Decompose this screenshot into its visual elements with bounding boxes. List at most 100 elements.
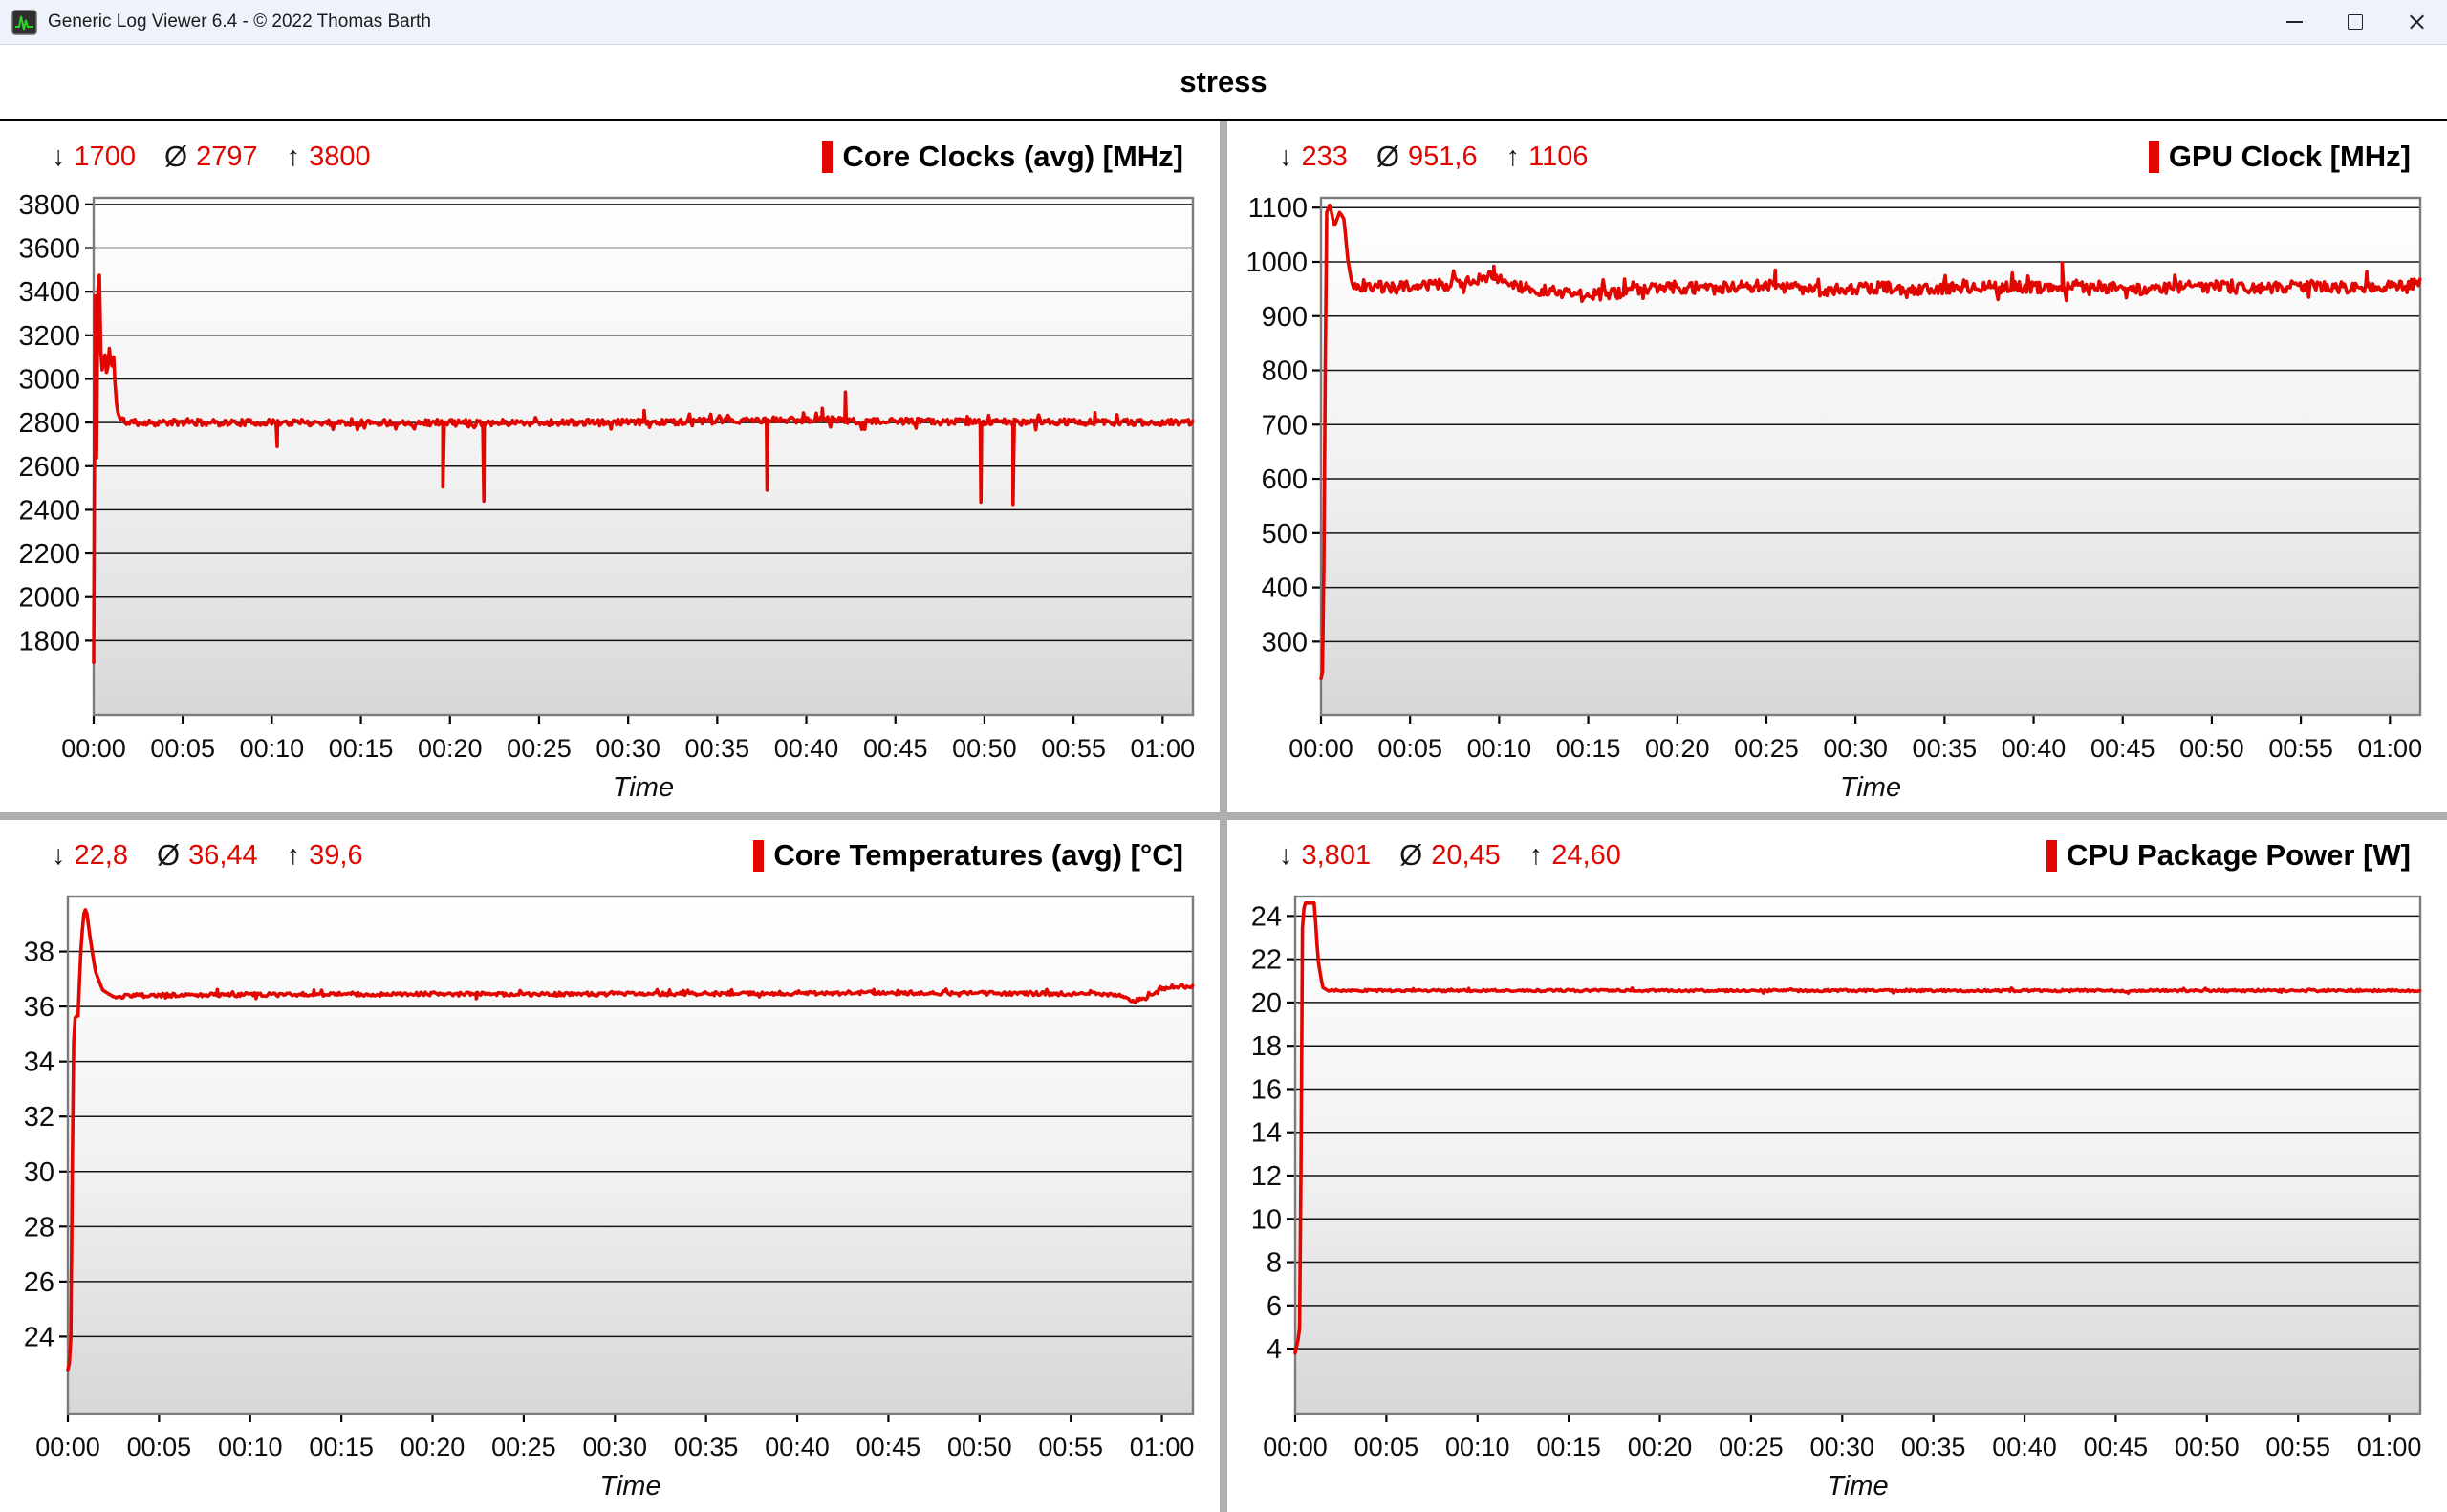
minimize-button[interactable]	[2263, 0, 2325, 44]
stat-avg-value: 36,44	[188, 839, 258, 871]
svg-text:00:10: 00:10	[218, 1433, 283, 1461]
svg-text:1000: 1000	[1245, 248, 1308, 278]
chart-stats: ↓ 3,801 Ø 20,45 ↑ 24,60	[1279, 838, 1621, 873]
svg-text:00:55: 00:55	[2265, 1433, 2330, 1461]
svg-text:38: 38	[24, 938, 54, 968]
svg-text:3000: 3000	[18, 364, 80, 395]
avg-symbol-icon: Ø	[156, 838, 181, 872]
svg-text:900: 900	[1262, 302, 1308, 333]
svg-text:00:00: 00:00	[61, 734, 126, 763]
min-arrow-icon: ↓	[52, 140, 66, 172]
svg-text:4: 4	[1267, 1334, 1282, 1365]
close-button[interactable]	[2386, 0, 2447, 44]
svg-text:00:50: 00:50	[952, 734, 1017, 763]
close-icon	[2409, 14, 2425, 31]
svg-text:6: 6	[1267, 1291, 1282, 1322]
svg-text:14: 14	[1251, 1118, 1282, 1149]
svg-text:00:45: 00:45	[856, 1433, 921, 1461]
svg-text:00:20: 00:20	[401, 1433, 466, 1461]
chart-stats: ↓ 1700 Ø 2797 ↑ 3800	[52, 140, 371, 174]
svg-text:16: 16	[1251, 1074, 1282, 1105]
stat-avg-value: 951,6	[1408, 140, 1478, 172]
stat-max-value: 39,6	[309, 839, 363, 871]
app-icon	[11, 9, 37, 35]
svg-text:00:50: 00:50	[2175, 1433, 2240, 1461]
svg-text:00:40: 00:40	[1992, 1433, 2057, 1461]
chart-core-clocks[interactable]: 1800 2000 2200 2400 2600 2800 3000 3200 3400 3600…	[17, 186, 1202, 803]
svg-text:26: 26	[24, 1267, 54, 1298]
svg-text:00:35: 00:35	[1901, 1433, 1966, 1461]
svg-text:2200: 2200	[18, 539, 80, 570]
svg-text:00:30: 00:30	[582, 1433, 647, 1461]
svg-text:3200: 3200	[18, 321, 80, 352]
svg-text:00:35: 00:35	[685, 734, 750, 763]
svg-text:10: 10	[1251, 1204, 1282, 1235]
svg-text:00:25: 00:25	[507, 734, 572, 763]
svg-text:01:00: 01:00	[2358, 734, 2423, 763]
svg-text:00:20: 00:20	[418, 734, 483, 763]
svg-text:2800: 2800	[18, 408, 80, 439]
svg-text:01:00: 01:00	[1131, 734, 1196, 763]
maximize-icon	[2348, 14, 2363, 30]
legend-color-bar	[822, 140, 834, 173]
stat-min-value: 1700	[74, 140, 137, 172]
svg-text:20: 20	[1251, 988, 1282, 1019]
chart-stats: ↓ 22,8 Ø 36,44 ↑ 39,6	[52, 838, 363, 873]
chart-core-temperatures[interactable]: 24 26 28 30 32 34 36 38 00:00 00:05 00:10 00:15 00:2…	[17, 885, 1202, 1501]
svg-text:00:15: 00:15	[329, 734, 394, 763]
chart-legend: Core Clocks (avg) [MHz]	[822, 140, 1183, 174]
log-title: stress	[1180, 64, 1267, 98]
svg-text:24: 24	[1251, 901, 1282, 932]
chart-stats: ↓ 233 Ø 951,6 ↑ 1106	[1279, 140, 1588, 174]
stat-max-value: 24,60	[1551, 839, 1621, 871]
svg-text:00:40: 00:40	[2002, 734, 2067, 763]
svg-text:00:40: 00:40	[765, 1433, 830, 1461]
svg-text:700: 700	[1262, 410, 1308, 441]
max-arrow-icon: ↑	[286, 140, 301, 172]
svg-text:00:40: 00:40	[774, 734, 839, 763]
svg-text:2000: 2000	[18, 583, 80, 614]
svg-text:00:10: 00:10	[1467, 734, 1532, 763]
window-titlebar[interactable]: Generic Log Viewer 6.4 - © 2022 Thomas B…	[0, 0, 2447, 45]
stat-min-value: 233	[1301, 140, 1348, 172]
chart-title: Core Clocks (avg) [MHz]	[842, 140, 1183, 173]
svg-text:12: 12	[1251, 1161, 1282, 1192]
svg-text:800: 800	[1262, 356, 1308, 387]
svg-text:00:30: 00:30	[1809, 1433, 1874, 1461]
svg-text:00:10: 00:10	[240, 734, 305, 763]
svg-text:00:35: 00:35	[1913, 734, 1978, 763]
svg-text:00:55: 00:55	[1041, 734, 1106, 763]
legend-color-bar	[2046, 839, 2057, 872]
svg-text:00:25: 00:25	[491, 1433, 556, 1461]
svg-text:2400: 2400	[18, 495, 80, 526]
chart-panel-core-clocks: ↓ 1700 Ø 2797 ↑ 3800 Core Clocks (avg) […	[0, 121, 1220, 812]
svg-text:Time: Time	[613, 772, 674, 803]
svg-text:34: 34	[24, 1048, 54, 1078]
svg-text:00:30: 00:30	[596, 734, 660, 763]
stat-avg-value: 2797	[196, 140, 258, 172]
svg-text:400: 400	[1262, 573, 1308, 604]
svg-text:00:45: 00:45	[863, 734, 928, 763]
svg-text:8: 8	[1267, 1248, 1282, 1279]
svg-text:00:05: 00:05	[127, 1433, 192, 1461]
min-arrow-icon: ↓	[52, 839, 66, 871]
svg-text:300: 300	[1262, 627, 1308, 658]
svg-text:00:00: 00:00	[1288, 734, 1353, 763]
svg-text:36: 36	[24, 992, 54, 1023]
chart-cpu-package-power[interactable]: 4 6 8 10 12 14 16 18 20 22 24 00:00 00:05 00:10 00:15 0…	[1245, 885, 2430, 1501]
chart-gpu-clock[interactable]: 300 400 500 600 700 800 900 1000 1100 00:00 00:05 0…	[1245, 186, 2430, 803]
chart-title: Core Temperatures (avg) [°C]	[773, 838, 1183, 872]
svg-text:00:00: 00:00	[35, 1433, 100, 1461]
panel-header: ↓ 22,8 Ø 36,44 ↑ 39,6 Core Temperatures …	[17, 826, 1202, 885]
chart-title: GPU Clock [MHz]	[2168, 140, 2411, 173]
svg-text:00:50: 00:50	[947, 1433, 1012, 1461]
svg-text:00:55: 00:55	[1038, 1433, 1103, 1461]
legend-color-bar	[2148, 140, 2159, 173]
svg-text:00:30: 00:30	[1823, 734, 1888, 763]
maximize-button[interactable]	[2325, 0, 2386, 44]
svg-text:00:20: 00:20	[1645, 734, 1710, 763]
max-arrow-icon: ↑	[1528, 839, 1544, 871]
max-arrow-icon: ↑	[286, 839, 301, 871]
stat-min-value: 22,8	[74, 839, 128, 871]
